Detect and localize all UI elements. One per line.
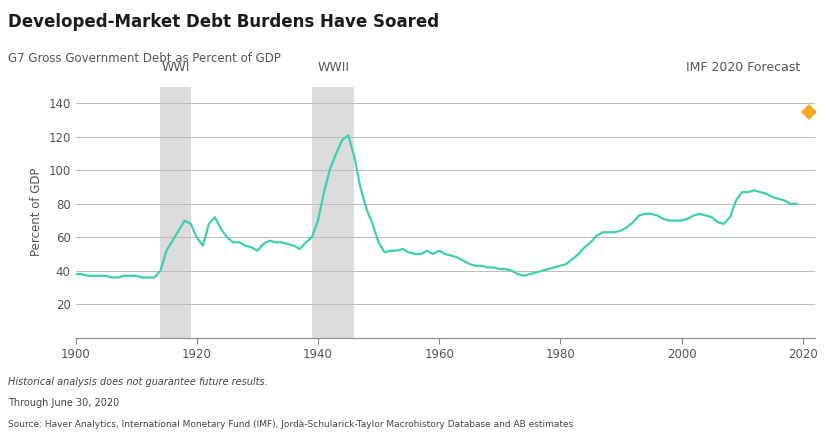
Text: G7 Gross Government Debt as Percent of GDP: G7 Gross Government Debt as Percent of G… [8, 52, 281, 65]
Text: WWII: WWII [318, 61, 349, 74]
Text: Historical analysis does not guarantee future results.: Historical analysis does not guarantee f… [8, 377, 268, 387]
Text: WWI: WWI [161, 61, 190, 74]
Bar [160, 87, 191, 338]
Text: Source: Haver Analytics, International Monetary Fund (IMF), Jordà-Schularick-Tay: Source: Haver Analytics, International M… [8, 420, 574, 429]
Text: IMF 2020 Forecast: IMF 2020 Forecast [686, 61, 801, 74]
Text: Through June 30, 2020: Through June 30, 2020 [8, 398, 119, 408]
Bar [312, 87, 354, 338]
Text: Developed-Market Debt Burdens Have Soared: Developed-Market Debt Burdens Have Soare… [8, 13, 439, 31]
Y-axis label: Percent of GDP: Percent of GDP [29, 168, 43, 256]
